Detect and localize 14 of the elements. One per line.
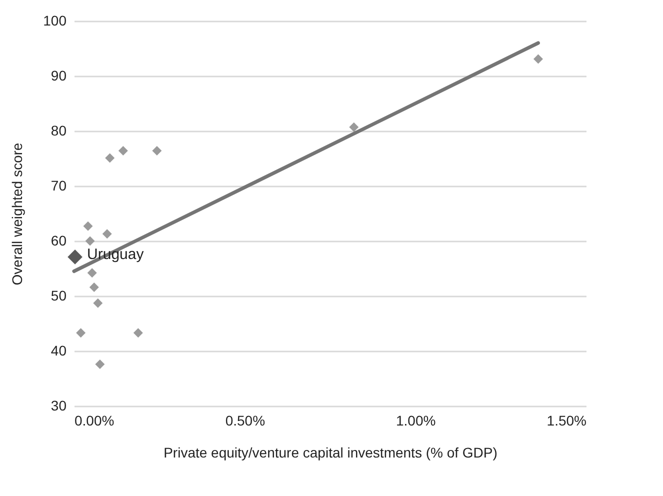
x-tick-label: 1.50%	[546, 412, 586, 428]
x-tick-label: 0.50%	[225, 412, 266, 428]
y-tick-label: 40	[50, 342, 67, 358]
y-tick-label: 50	[50, 288, 67, 304]
x-axis-title: Private equity/venture capital investments (% of GDP)	[164, 444, 498, 460]
y-tick-label: 100	[43, 12, 67, 28]
y-tick-label: 80	[50, 122, 67, 138]
y-tick-label: 90	[50, 68, 67, 84]
y-tick-label: 60	[50, 232, 67, 248]
y-tick-label: 70	[50, 178, 67, 194]
y-axis-title: Overall weighted score	[9, 142, 26, 286]
x-tick-label: 1.00%	[396, 412, 436, 428]
y-tick-label: 30	[50, 398, 67, 414]
x-tick-label: 0.00%	[74, 412, 114, 428]
